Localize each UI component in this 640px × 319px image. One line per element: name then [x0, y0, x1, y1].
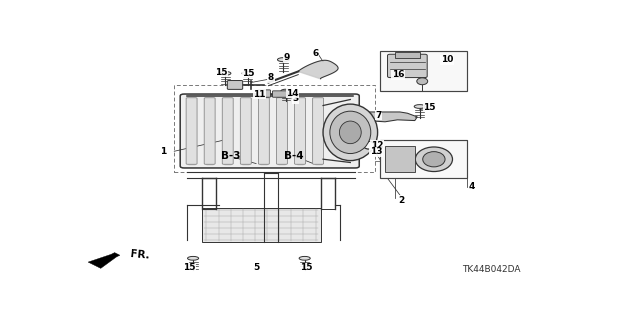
Text: 15: 15 — [215, 68, 228, 77]
FancyBboxPatch shape — [388, 54, 428, 78]
Ellipse shape — [220, 71, 231, 75]
Ellipse shape — [364, 141, 374, 149]
Text: 10: 10 — [441, 55, 453, 64]
Ellipse shape — [281, 89, 291, 93]
Text: 8: 8 — [268, 73, 274, 82]
Text: FR.: FR. — [129, 249, 150, 260]
Text: 14: 14 — [286, 89, 299, 98]
Text: 9: 9 — [283, 53, 289, 63]
FancyBboxPatch shape — [294, 98, 305, 164]
Text: 16: 16 — [392, 70, 404, 79]
Polygon shape — [365, 112, 417, 122]
Text: 13: 13 — [370, 147, 382, 156]
Text: B-4: B-4 — [284, 151, 304, 161]
FancyBboxPatch shape — [227, 80, 243, 89]
Text: 11: 11 — [253, 90, 266, 99]
FancyBboxPatch shape — [257, 90, 271, 97]
FancyBboxPatch shape — [222, 98, 233, 164]
Ellipse shape — [423, 152, 445, 167]
FancyBboxPatch shape — [276, 98, 287, 164]
Text: 4: 4 — [468, 182, 475, 191]
FancyBboxPatch shape — [186, 98, 197, 164]
Text: TK44B042DA: TK44B042DA — [463, 265, 521, 274]
Ellipse shape — [415, 147, 452, 172]
FancyBboxPatch shape — [204, 98, 215, 164]
Ellipse shape — [330, 111, 371, 153]
Text: 12: 12 — [371, 141, 383, 150]
Text: 15: 15 — [183, 263, 195, 272]
Text: 15: 15 — [424, 103, 436, 112]
Bar — [395, 52, 420, 58]
Polygon shape — [88, 253, 120, 268]
Text: 15: 15 — [243, 69, 255, 78]
Text: 6: 6 — [312, 49, 319, 58]
Ellipse shape — [278, 58, 289, 62]
Polygon shape — [298, 60, 338, 79]
Bar — [202, 208, 321, 242]
Text: B-3: B-3 — [221, 151, 240, 161]
FancyBboxPatch shape — [180, 94, 359, 168]
Text: 15: 15 — [300, 263, 312, 272]
Ellipse shape — [323, 104, 378, 160]
Ellipse shape — [414, 105, 426, 108]
FancyBboxPatch shape — [241, 98, 252, 164]
Text: 5: 5 — [253, 263, 259, 272]
Text: 1: 1 — [160, 147, 166, 156]
Text: 3: 3 — [292, 94, 299, 103]
Bar — [380, 140, 467, 178]
Bar — [380, 50, 467, 91]
Ellipse shape — [339, 121, 361, 144]
Ellipse shape — [417, 78, 428, 85]
FancyBboxPatch shape — [273, 91, 287, 97]
Text: 2: 2 — [398, 196, 404, 205]
FancyBboxPatch shape — [259, 98, 269, 164]
FancyBboxPatch shape — [312, 98, 324, 164]
Ellipse shape — [242, 71, 253, 75]
Ellipse shape — [299, 256, 310, 260]
Bar — [385, 146, 415, 172]
Ellipse shape — [188, 256, 198, 260]
Text: 7: 7 — [376, 111, 382, 120]
